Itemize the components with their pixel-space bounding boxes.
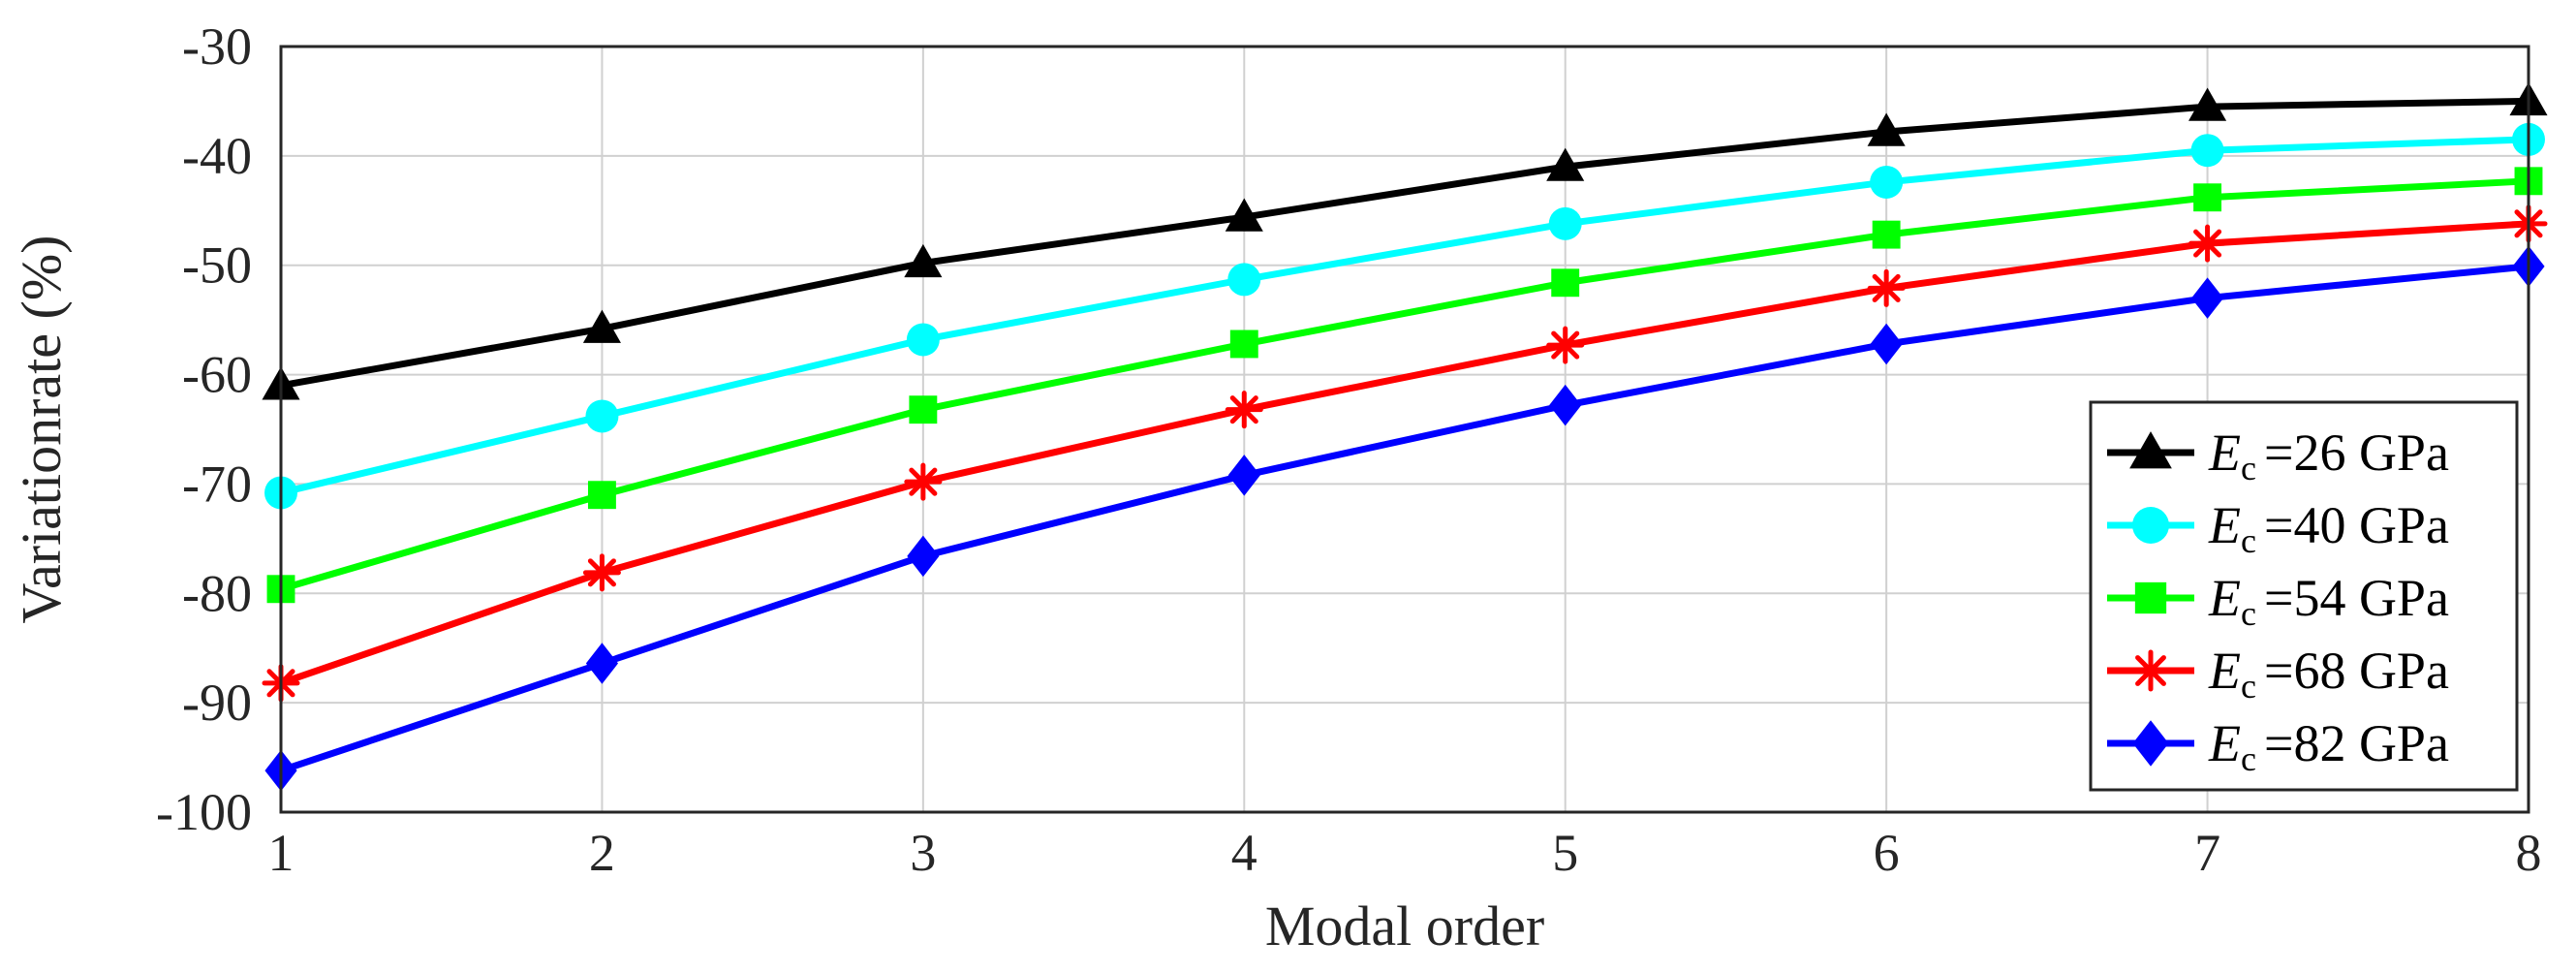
data-point-square bbox=[909, 395, 938, 424]
x-tick-label: 3 bbox=[910, 824, 936, 882]
data-point-circle bbox=[1870, 165, 1904, 199]
x-axis-title: Modal order bbox=[1265, 895, 1544, 957]
data-point-triangle bbox=[582, 309, 621, 343]
legend-marker-diamond bbox=[2132, 720, 2169, 767]
x-tick-label: 1 bbox=[268, 824, 295, 882]
legend-label-value: =40 GPa bbox=[2264, 496, 2449, 554]
legend-label-variable: E bbox=[2208, 642, 2241, 700]
y-tick-label: -50 bbox=[182, 236, 252, 295]
legend-label-variable: E bbox=[2208, 714, 2241, 772]
data-point-triangle bbox=[1867, 112, 1906, 146]
x-tick-label: 2 bbox=[589, 824, 615, 882]
series-markers bbox=[262, 81, 2548, 792]
legend-marker-asterisk bbox=[2129, 649, 2172, 692]
data-point-diamond bbox=[2190, 277, 2224, 319]
y-tick-label: -70 bbox=[182, 455, 252, 513]
data-point-diamond bbox=[1227, 455, 1260, 496]
legend-label-subscript: c bbox=[2241, 449, 2256, 487]
x-tick-label: 8 bbox=[2516, 824, 2542, 882]
data-point-asterisk bbox=[2188, 224, 2227, 263]
plot-frame bbox=[279, 45, 2530, 814]
data-point-triangle bbox=[1546, 147, 1585, 181]
legend-label: Ec =40 GPa bbox=[2208, 496, 2449, 560]
data-point-asterisk bbox=[1867, 268, 1906, 307]
legend-label: Ec =68 GPa bbox=[2208, 642, 2449, 706]
legend-label-subscript: c bbox=[2241, 739, 2256, 778]
series-line-4 bbox=[279, 220, 2529, 687]
x-tick-label: 4 bbox=[1231, 824, 1257, 882]
x-tick-label: 5 bbox=[1552, 824, 1578, 882]
data-point-asterisk bbox=[904, 462, 943, 501]
data-point-diamond bbox=[1549, 384, 1582, 426]
data-point-asterisk bbox=[1225, 391, 1263, 429]
series-line-3 bbox=[280, 177, 2529, 593]
y-tick-label: -100 bbox=[156, 783, 252, 841]
data-point-diamond bbox=[585, 643, 619, 684]
series-line-2 bbox=[280, 136, 2529, 496]
legend-label-subscript: c bbox=[2241, 667, 2256, 706]
y-tick-label: -30 bbox=[182, 17, 252, 76]
data-point-circle bbox=[1227, 263, 1261, 297]
data-point-square bbox=[1551, 268, 1580, 298]
series-line-5 bbox=[279, 263, 2529, 774]
legend-marker-circle bbox=[2132, 507, 2169, 544]
y-tick-label: -80 bbox=[182, 564, 252, 622]
legend-label-variable: E bbox=[2208, 569, 2241, 627]
legend-label-value: =82 GPa bbox=[2264, 714, 2449, 772]
legend-marker-square bbox=[2134, 581, 2167, 614]
x-tick-labels: 1 2 3 4 5 6 7 8 bbox=[268, 824, 2542, 882]
data-point-square bbox=[587, 481, 616, 510]
data-point-circle bbox=[2190, 134, 2224, 168]
data-point-diamond bbox=[1870, 323, 1903, 365]
data-point-square bbox=[1229, 330, 1258, 359]
x-tick-label: 7 bbox=[2194, 824, 2220, 882]
legend-label-value: =26 GPa bbox=[2264, 424, 2449, 482]
legend-label-value: =68 GPa bbox=[2264, 642, 2449, 700]
data-point-diamond bbox=[907, 535, 940, 578]
legend-label: Ec =54 GPa bbox=[2208, 569, 2449, 633]
data-point-asterisk bbox=[582, 553, 621, 592]
y-axis-title: Variationrate (%) bbox=[10, 235, 73, 624]
y-tick-label: -60 bbox=[182, 346, 252, 404]
legend-label: Ec =82 GPa bbox=[2208, 714, 2449, 778]
series-line-1 bbox=[280, 97, 2529, 390]
data-point-circle bbox=[906, 323, 940, 357]
y-tick-labels: -100 -90 -80 -70 -60 -50 -40 -30 bbox=[156, 17, 252, 841]
y-tick-label: -90 bbox=[182, 674, 252, 732]
data-point-triangle bbox=[904, 243, 943, 278]
legend-label-subscript: c bbox=[2241, 521, 2256, 560]
data-point-triangle bbox=[2188, 87, 2227, 121]
y-tick-label: -40 bbox=[182, 127, 252, 185]
legend-label-variable: E bbox=[2208, 496, 2241, 554]
legend-label-subscript: c bbox=[2241, 594, 2256, 633]
data-point-square bbox=[2193, 183, 2222, 212]
data-point-square bbox=[1872, 220, 1901, 249]
data-point-asterisk bbox=[1546, 326, 1585, 364]
x-tick-label: 6 bbox=[1874, 824, 1900, 882]
data-point-triangle bbox=[1225, 198, 1263, 232]
data-point-circle bbox=[585, 399, 619, 433]
legend-marker-triangle bbox=[2129, 431, 2172, 469]
series-lines bbox=[279, 97, 2529, 774]
legend-label-variable: E bbox=[2208, 424, 2241, 482]
legend-label-value: =54 GPa bbox=[2264, 569, 2449, 627]
legend-label: Ec =26 GPa bbox=[2208, 424, 2449, 487]
data-point-circle bbox=[1548, 206, 1582, 240]
